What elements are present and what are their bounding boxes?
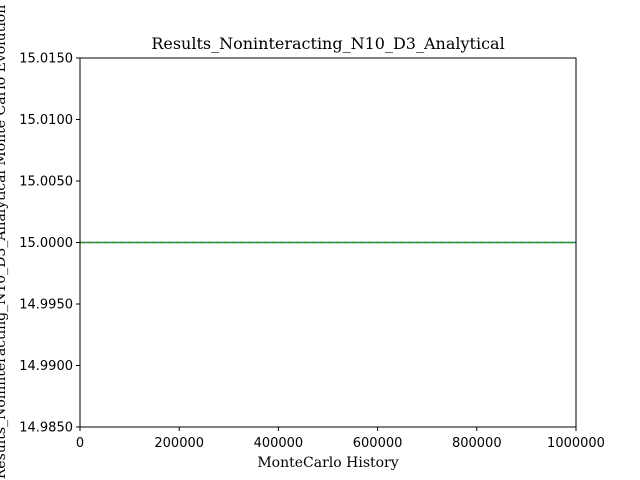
y-axis-label: Results_Noninteracting_N10_D3_Analytical… [0, 5, 9, 480]
y-tick-label: 15.0050 [19, 175, 73, 190]
chart-title: Results_Noninteracting_N10_D3_Analytical [151, 34, 504, 53]
y-tick-label: 15.0000 [19, 236, 73, 251]
plot-area [79, 57, 577, 428]
x-tick-label: 1000000 [547, 436, 605, 451]
x-tick-label: 200000 [154, 436, 204, 451]
y-tick-label: 14.9850 [19, 421, 73, 436]
x-tick-label: 0 [76, 436, 84, 451]
y-tick-label: 15.0150 [19, 52, 73, 67]
y-tick-label: 15.0100 [19, 113, 73, 128]
y-tick-label: 14.9950 [19, 298, 73, 313]
x-tick-label: 600000 [353, 436, 403, 451]
x-axis: 0 200000 400000 600000 800000 1000000 [76, 427, 605, 451]
y-tick-label: 14.9900 [19, 359, 73, 374]
x-tick-label: 400000 [254, 436, 304, 451]
y-axis: 14.9850 14.9900 14.9950 15.0000 15.0050 15.01… [19, 52, 80, 436]
x-axis-label: MonteCarlo History [257, 455, 398, 471]
x-tick-label: 800000 [452, 436, 502, 451]
